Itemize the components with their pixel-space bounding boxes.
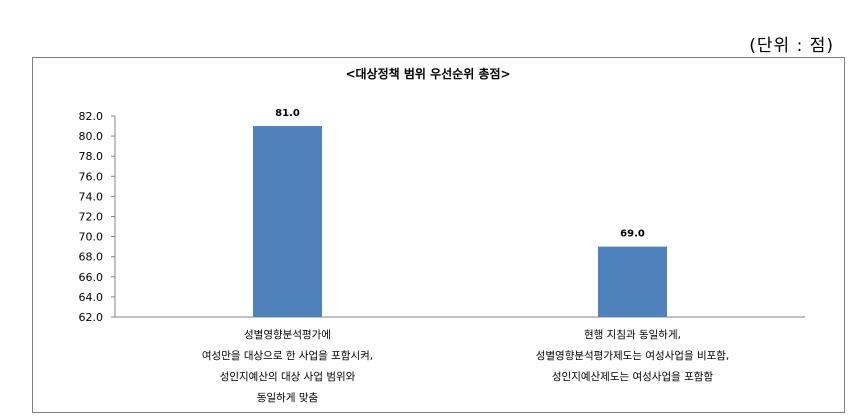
bar-value-label: 69.0: [620, 229, 645, 240]
unit-note: (단위 : 점): [749, 36, 834, 56]
bar: [253, 126, 322, 317]
bars: [253, 126, 667, 317]
category-label: 현행 지침과 동일하게, 성별영향분석평가제도는 여성사업을 비포함, 성인지예…: [535, 329, 730, 383]
y-tick-label: 74.0: [79, 190, 104, 203]
value-labels: 81.0 69.0: [275, 108, 645, 240]
chart-frame: [32, 57, 845, 413]
chart-title: <대상정책 범위 우선순위 총점>: [345, 67, 511, 81]
bar-value-label: 81.0: [275, 108, 300, 119]
y-tick-label: 64.0: [79, 291, 104, 304]
y-tick-label: 78.0: [79, 150, 104, 163]
y-axis: 82.0 80.0 78.0 76.0 74.0 72.0 70.0 68.0 66.0 64.0…: [79, 110, 805, 324]
bar: [598, 246, 667, 317]
y-tick-label: 76.0: [79, 170, 104, 183]
y-tick-label: 62.0: [79, 311, 104, 324]
y-tick-label: 72.0: [79, 211, 104, 224]
y-tick-label: 82.0: [79, 110, 104, 123]
y-tick-label: 80.0: [79, 130, 104, 143]
y-tick-label: 68.0: [79, 251, 104, 264]
y-tick-label: 66.0: [79, 271, 104, 284]
y-tick-label: 70.0: [79, 231, 104, 244]
category-label: 성별영향분석평가에 여성만을 대상으로 한 사업을 포함시켜, 성인지예산의 대…: [201, 329, 374, 404]
